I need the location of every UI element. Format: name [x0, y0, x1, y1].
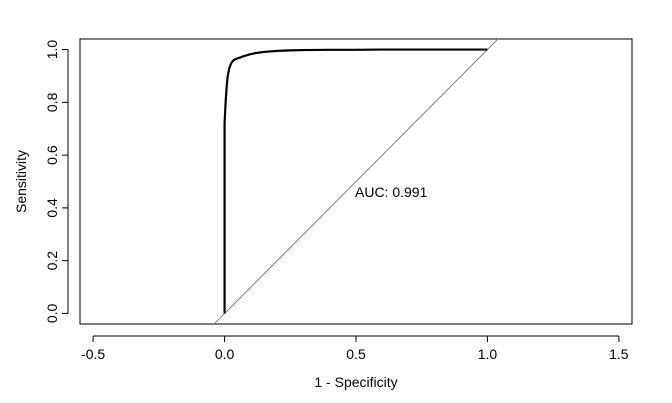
x-tick-label: 1.0 [478, 346, 498, 362]
x-tick-label: 1.5 [609, 346, 629, 362]
x-tick-label: 0.0 [215, 346, 235, 362]
y-tick-label: 0.0 [44, 304, 60, 324]
plot-frame [79, 38, 633, 325]
y-tick-label: 0.4 [44, 198, 60, 218]
auc-annotation: AUC: 0.991 [355, 184, 428, 200]
y-tick-label: 0.2 [44, 251, 60, 271]
x-tick-label: 0.5 [346, 346, 366, 362]
y-tick-label: 1.0 [44, 40, 60, 60]
y-tick-label: 0.6 [44, 145, 60, 165]
y-tick-label: 0.8 [44, 92, 60, 112]
reference-diagonal-line [213, 39, 499, 324]
x-axis-title: 1 - Specificity [314, 374, 397, 390]
roc-curve-line [223, 48, 488, 314]
x-tick-label: -0.5 [81, 346, 105, 362]
y-axis-title: Sensitivity [13, 150, 29, 213]
